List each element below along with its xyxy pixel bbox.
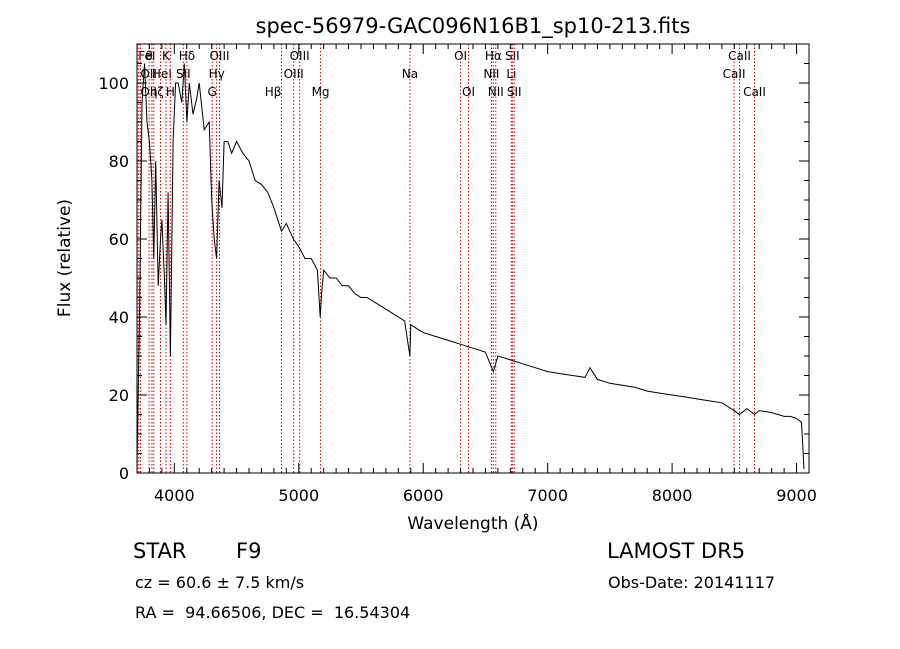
line-label-na: Na xyxy=(402,67,418,81)
line-label-sii: SII xyxy=(505,49,520,63)
x-tick-label: 5000 xyxy=(278,486,319,505)
line-label-hei: HeI xyxy=(152,67,172,81)
x-tick-label: 9000 xyxy=(776,486,817,505)
plot-frame xyxy=(136,43,810,474)
x-tick-label: 8000 xyxy=(652,486,693,505)
line-label-oii: OII xyxy=(140,85,157,99)
line-label-g: G xyxy=(208,85,217,99)
x-axis: 4000 5000 6000 7000 8000 9000 xyxy=(136,44,817,505)
line-label-h: H xyxy=(166,85,175,99)
line-label-oi: OI xyxy=(462,85,475,99)
redshift-readout: cz = 60.6 ± 7.5 km/s xyxy=(135,573,305,592)
y-tick-label: 20 xyxy=(109,386,129,405)
line-label-h: Hα xyxy=(485,49,502,63)
y-tick-label: 80 xyxy=(109,152,129,171)
line-label-fei: FeI xyxy=(138,49,155,63)
line-label-h: Hγ xyxy=(209,67,225,81)
observation-date: Obs-Date: 20141117 xyxy=(608,573,776,592)
survey-name: LAMOST DR5 xyxy=(607,539,746,563)
coordinates: RA = 94.66506, DEC = 16.54304 xyxy=(135,603,411,622)
x-axis-label: Wavelength (Å) xyxy=(407,512,538,534)
x-tick-label: 7000 xyxy=(527,486,568,505)
line-label-greek: θ xyxy=(145,49,152,63)
line-label-greek: η xyxy=(150,85,158,99)
line-label-caii: CaII xyxy=(743,85,766,99)
line-label-h: Hβ xyxy=(265,85,282,99)
chart-title: spec-56979-GAC096N16B1_sp10-213.fits xyxy=(256,14,691,39)
line-label-oiii: OIII xyxy=(209,49,229,63)
line-label-caii: CaII xyxy=(728,49,751,63)
line-label-sii: SII xyxy=(507,85,522,99)
y-axis: 0 20 40 60 80 100 xyxy=(98,43,809,483)
y-tick-label: 0 xyxy=(119,464,129,483)
object-subclass: F9 xyxy=(236,539,262,563)
line-label-nii: NII xyxy=(483,67,499,81)
y-tick-label: 100 xyxy=(98,74,129,93)
line-label-caii: CaII xyxy=(723,67,746,81)
y-axis-label: Flux (relative) xyxy=(55,199,75,317)
line-label-oi: OI xyxy=(454,49,467,63)
x-tick-label: 6000 xyxy=(403,486,444,505)
line-label-oiii: OIII xyxy=(290,49,310,63)
y-tick-label: 60 xyxy=(109,230,129,249)
y-tick-label: 40 xyxy=(109,308,129,327)
line-label-k: K xyxy=(162,49,171,63)
line-label-oiii: OIII xyxy=(284,67,304,81)
line-label-nii: NII xyxy=(488,85,504,99)
object-class: STAR xyxy=(133,539,187,563)
line-label-greek: ζ xyxy=(157,85,164,99)
line-label-mg: Mg xyxy=(312,85,330,99)
line-label-h: Hδ xyxy=(179,49,195,63)
line-label-li: Li xyxy=(506,67,516,81)
x-tick-label: 4000 xyxy=(154,486,195,505)
spectrum-line xyxy=(136,63,805,470)
